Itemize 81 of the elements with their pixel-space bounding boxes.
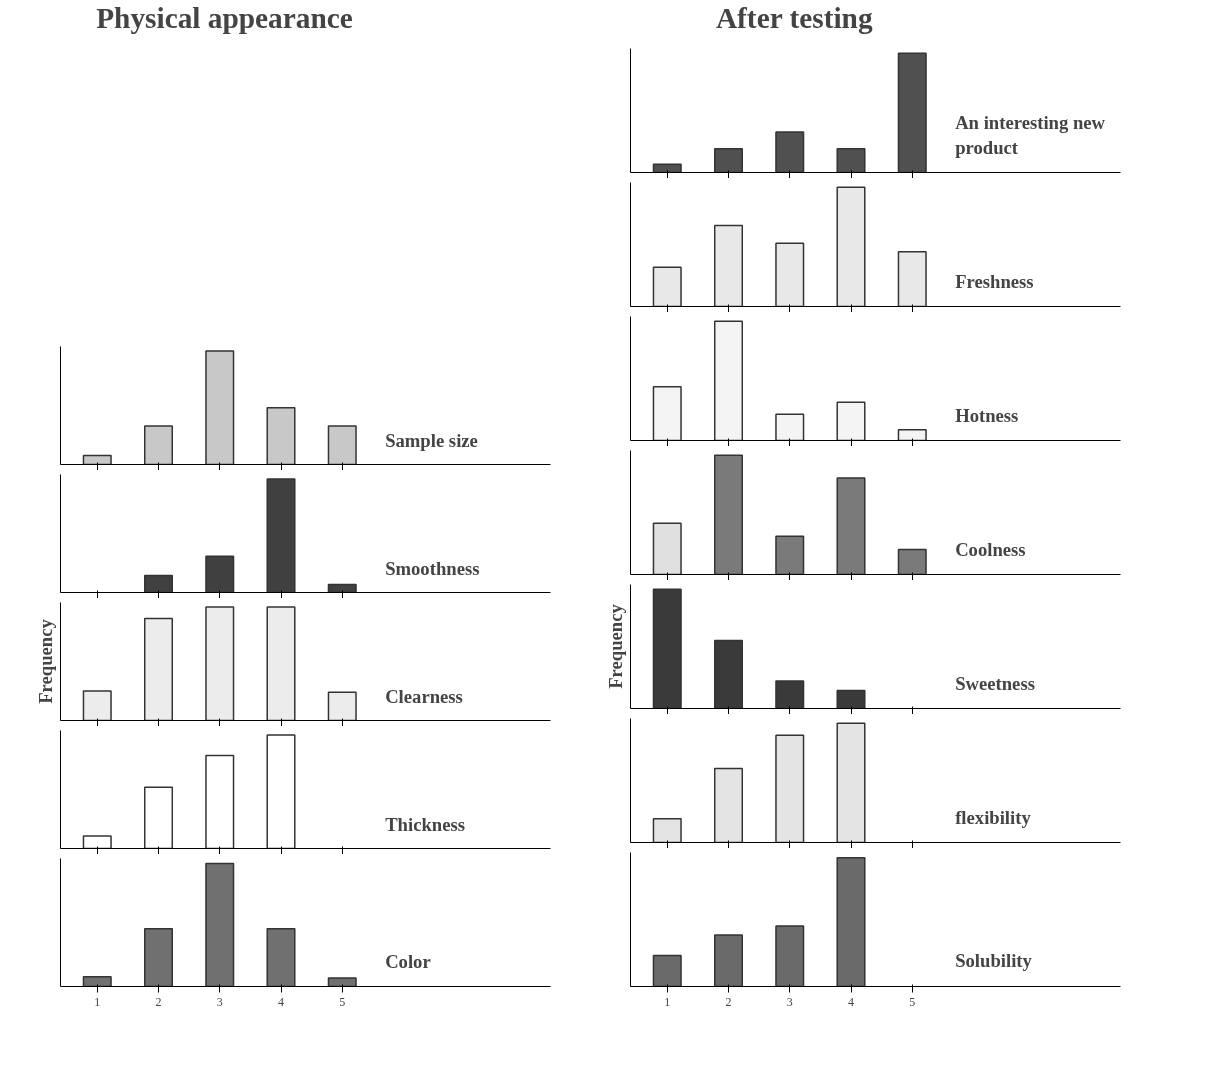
bar bbox=[652, 817, 682, 843]
bar bbox=[82, 975, 112, 987]
bar bbox=[775, 131, 805, 173]
bar bbox=[652, 386, 682, 441]
bar bbox=[266, 478, 296, 593]
x-tick-label: 2 bbox=[725, 994, 732, 1009]
bar bbox=[652, 163, 682, 173]
x-tick-label: 4 bbox=[278, 994, 284, 1009]
text: After testing bbox=[715, 1, 873, 34]
bar bbox=[836, 477, 866, 575]
bar bbox=[652, 522, 682, 575]
bar bbox=[775, 680, 805, 709]
series-label: Freshness bbox=[955, 271, 1034, 293]
bar bbox=[266, 407, 296, 465]
bar bbox=[143, 786, 174, 849]
bar bbox=[205, 862, 235, 987]
bar bbox=[327, 425, 357, 465]
bar bbox=[836, 689, 866, 709]
text: Sweetness bbox=[955, 673, 1035, 695]
bar bbox=[82, 835, 112, 849]
bar bbox=[266, 734, 296, 849]
x-tick-label: 4 bbox=[848, 994, 854, 1009]
bar bbox=[775, 413, 805, 441]
bar bbox=[836, 722, 866, 843]
bar bbox=[836, 856, 866, 987]
series-label: Sample size bbox=[385, 429, 478, 451]
bar bbox=[652, 588, 682, 709]
series-label: An interesting new product bbox=[955, 111, 1106, 159]
bar bbox=[143, 425, 174, 465]
bar bbox=[143, 927, 174, 987]
bar bbox=[713, 224, 744, 307]
bar bbox=[713, 454, 744, 575]
bar bbox=[205, 606, 235, 721]
bar bbox=[205, 350, 235, 465]
bar bbox=[205, 754, 235, 849]
x-tick-label: 3 bbox=[216, 994, 223, 1009]
bar bbox=[82, 454, 112, 465]
bar bbox=[266, 927, 296, 987]
y-axis-title: Frequency bbox=[34, 618, 56, 704]
bar bbox=[205, 555, 235, 593]
series-label: Clearness bbox=[385, 685, 463, 707]
y-axis-title: Frequency bbox=[604, 603, 626, 689]
bar bbox=[713, 639, 744, 709]
series-label: Color bbox=[385, 950, 431, 972]
x-tick-label: 1 bbox=[664, 994, 671, 1009]
bar bbox=[713, 767, 744, 843]
series-label: Smoothness bbox=[385, 557, 480, 579]
bar bbox=[775, 925, 805, 987]
bar bbox=[327, 583, 357, 593]
bar bbox=[143, 574, 174, 593]
x-tick-label: 5 bbox=[909, 994, 916, 1009]
x-tick-label: 2 bbox=[155, 994, 162, 1009]
bar bbox=[775, 242, 805, 307]
x-tick-label: 1 bbox=[94, 994, 101, 1009]
bar bbox=[836, 186, 866, 307]
bar bbox=[713, 934, 744, 987]
bar bbox=[652, 954, 682, 987]
bar bbox=[652, 266, 682, 307]
bar bbox=[713, 320, 744, 441]
bar bbox=[836, 401, 866, 441]
series-label: Hotness bbox=[955, 405, 1019, 427]
text: Physical appearance bbox=[96, 1, 353, 34]
bar bbox=[897, 52, 927, 173]
bar bbox=[897, 429, 927, 441]
x-tick-label: 5 bbox=[339, 994, 346, 1009]
series-label: Coolness bbox=[955, 539, 1026, 561]
text: Thickness bbox=[385, 813, 465, 835]
bar bbox=[143, 617, 174, 721]
bar bbox=[266, 606, 296, 721]
bar bbox=[713, 147, 744, 173]
x-tick-label: 3 bbox=[786, 994, 793, 1009]
bar bbox=[327, 691, 357, 721]
text: Solubility bbox=[955, 950, 1033, 972]
text: flexibility bbox=[955, 807, 1032, 829]
bar bbox=[897, 250, 927, 307]
bar bbox=[327, 977, 357, 987]
bar bbox=[897, 548, 927, 575]
bar bbox=[775, 734, 805, 843]
bar bbox=[836, 147, 866, 173]
bar bbox=[82, 690, 112, 721]
bar bbox=[775, 535, 805, 575]
